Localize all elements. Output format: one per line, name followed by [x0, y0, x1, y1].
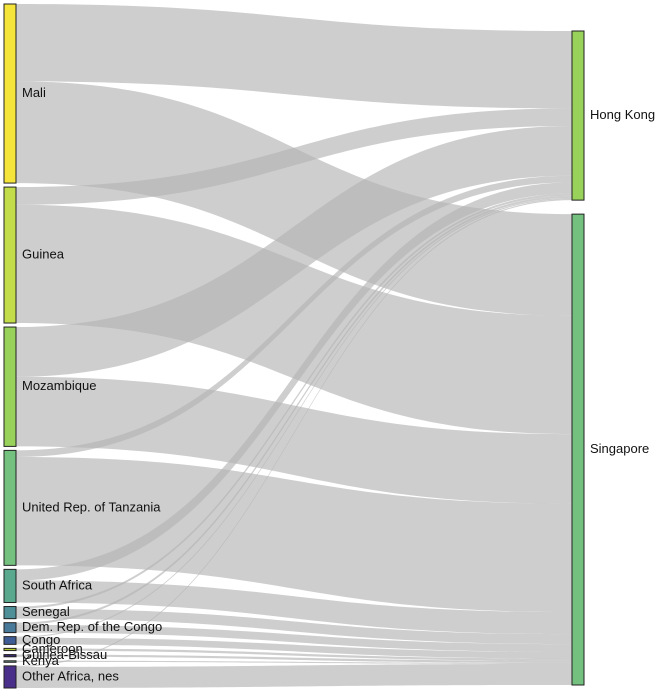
links-layer: [16, 4, 572, 688]
link-congo-to-hong-kong: [16, 197, 572, 638]
node-senegal: [3, 606, 17, 620]
node-dem-rep-of-the-congo: [3, 622, 17, 634]
link-senegal-to-singapore: [16, 608, 572, 645]
node-other-africa-nes: [3, 665, 17, 689]
label-south-africa: South Africa: [22, 577, 93, 592]
label-guinea-bissau: Guinea-Bissau: [22, 647, 107, 662]
label-dem-rep-of-the-congo: Dem. Rep. of the Congo: [22, 619, 162, 634]
label-united-rep-of-tanzania: United Rep. of Tanzania: [22, 499, 161, 514]
node-cameroon: [3, 647, 17, 652]
labels-layer: Mali Guinea Mozambique United Rep. of Tanza…: [22, 85, 655, 683]
label-congo: Congo: [22, 632, 60, 647]
node-mozambique: [3, 326, 17, 447]
link-congo-to-singapore: [16, 637, 572, 659]
label-cameroon: Cameroon: [22, 641, 83, 656]
node-united-rep-of-tanzania: [3, 449, 17, 566]
node-guinea: [3, 186, 17, 324]
link-mozambique-to-singapore: [16, 376, 572, 504]
link-cameroon-to-singapore: [16, 648, 572, 661]
label-mali: Mali: [22, 85, 46, 100]
label-senegal: Senegal: [22, 604, 70, 619]
link-mozambique-to-hong-kong: [16, 126, 572, 377]
link-other-africa-nes-to-hong-kong: [16, 199, 572, 667]
link-dem-rep-of-the-congo-to-singapore: [16, 624, 572, 652]
link-south-africa-to-hong-kong: [16, 182, 572, 581]
link-mali-to-singapore: [16, 81, 572, 316]
node-singapore: [571, 213, 585, 686]
link-guinea-to-hong-kong: [16, 108, 572, 205]
link-mali-to-hong-kong: [16, 4, 572, 109]
link-other-africa-nes-to-singapore: [16, 663, 572, 688]
link-kenya-to-singapore: [16, 660, 572, 664]
node-hong-kong: [571, 30, 585, 201]
node-congo: [3, 636, 17, 645]
label-singapore: Singapore: [590, 441, 649, 456]
label-other-africa-nes: Other Africa, nes: [22, 668, 119, 683]
link-united-rep-of-tanzania-to-hong-kong: [16, 175, 572, 458]
link-dem-rep-of-the-congo-to-hong-kong: [16, 195, 572, 625]
node-guinea-bissau: [3, 654, 17, 658]
node-mali: [3, 3, 17, 184]
label-kenya: Kenya: [22, 653, 60, 668]
link-south-africa-to-singapore: [16, 580, 572, 635]
label-guinea: Guinea: [22, 246, 65, 261]
nodes-layer: [3, 3, 585, 689]
label-hong-kong: Hong Kong: [590, 107, 655, 122]
link-united-rep-of-tanzania-to-singapore: [16, 457, 572, 613]
label-mozambique: Mozambique: [22, 378, 96, 393]
link-guinea-bissau-to-singapore: [16, 654, 572, 663]
node-kenya: [3, 660, 17, 663]
link-senegal-to-hong-kong: [16, 193, 572, 609]
node-south-africa: [3, 568, 17, 604]
